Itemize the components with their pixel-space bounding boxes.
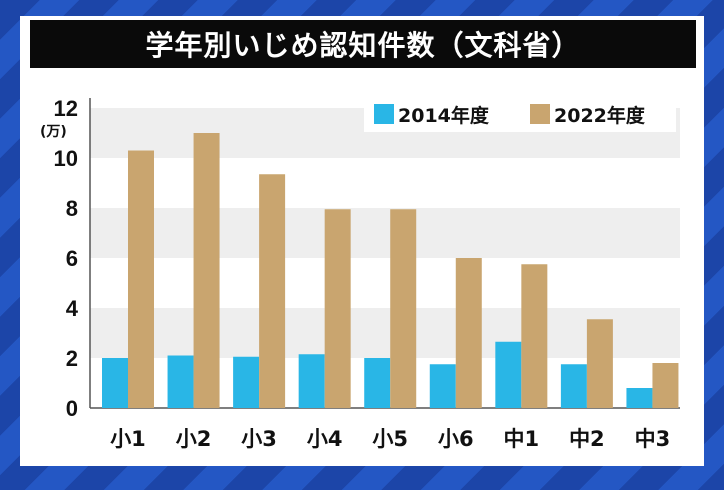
bar-2014年度-小3 [233,356,260,408]
x-category-label: 小1 [110,427,146,451]
bar-2014年度-中2 [560,364,587,408]
y-tick-label: 6 [66,246,78,271]
bar-2014年度-中1 [495,341,522,408]
y-unit-label: (万) [40,124,67,140]
bar-2022年度-中2 [586,319,613,408]
y-tick-label: 2 [66,346,78,371]
legend-box [364,96,676,132]
y-tick-labels: 0 2 4 6 8 10 12 [54,96,79,421]
bar-2022年度-中3 [652,363,679,408]
y-tick-label: 4 [66,296,79,321]
bar-2014年度-小5 [364,358,391,408]
x-category-label: 中3 [635,427,671,451]
grid-band [90,308,680,358]
bar-2014年度-小4 [298,354,325,408]
bar-2022年度-小3 [259,174,286,408]
y-tick-label: 8 [66,196,78,221]
legend-label: 2022年度 [554,104,646,127]
bar-2022年度-小6 [455,258,482,408]
grid-band [90,208,680,258]
legend-label: 2014年度 [398,104,490,127]
x-category-label: 小2 [176,427,212,451]
chart-title: 学年別いじめ認知件数（文科省） [30,20,696,68]
bar-2014年度-小2 [167,355,194,408]
bar-2022年度-小5 [390,209,417,408]
bars [102,133,679,408]
x-category-label: 小6 [438,427,474,451]
bar-2022年度-小4 [324,209,351,408]
x-category-label: 小5 [372,427,408,451]
x-category-label: 中2 [569,427,605,451]
y-tick-label: 10 [54,146,78,171]
bar-2022年度-小2 [193,133,220,408]
bar-2022年度-小1 [128,150,154,408]
bar-2022年度-中1 [521,264,548,408]
legend: 2014年度 2022年度 [364,96,676,132]
bar-2014年度-小6 [429,364,456,408]
bar-2014年度-小1 [102,358,128,408]
x-category-labels: 小1 小2 小3 小4 小5 小6 中1 中2 中3 [110,427,670,451]
legend-swatch [374,104,394,124]
x-category-label: 中1 [504,427,540,451]
x-category-label: 小3 [241,427,277,451]
y-tick-label: 12 [54,96,78,121]
x-category-label: 小4 [307,427,343,451]
bar-2014年度-中3 [626,388,653,408]
legend-swatch [530,104,550,124]
y-tick-label: 0 [66,396,78,421]
